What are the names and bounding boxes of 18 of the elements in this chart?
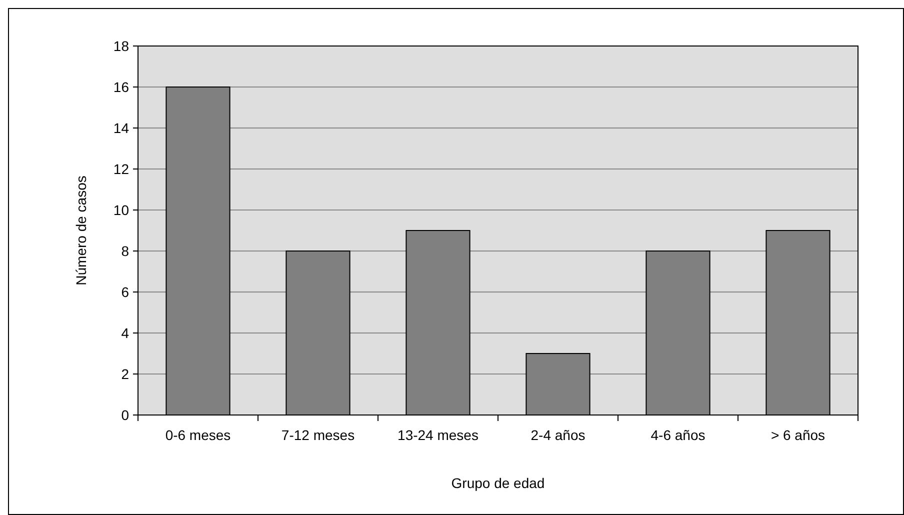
x-tick-label: 7-12 meses: [281, 427, 355, 443]
y-tick-label: 18: [113, 38, 130, 54]
y-tick-label: 0: [121, 406, 130, 423]
y-tick-label: 4: [121, 324, 130, 341]
y-tick-label: 10: [113, 202, 130, 218]
y-tick-label: 2: [121, 366, 130, 382]
x-axis-title: Grupo de edad: [451, 475, 545, 491]
x-tick-label: 0-6 meses: [165, 427, 231, 443]
x-tick-label: > 6 años: [770, 427, 826, 443]
y-tick-label: 6: [121, 284, 130, 300]
x-tick-label: 13-24 meses: [398, 427, 478, 443]
y-tick-label: 12: [113, 160, 130, 177]
y-axis-title: Número de casos: [73, 176, 89, 286]
x-tick-label: 2-4 años: [530, 427, 586, 443]
y-tick-label: 16: [113, 78, 130, 95]
y-tick-label: 8: [121, 242, 130, 259]
x-tick-label: 4-6 años: [650, 427, 706, 443]
y-tick-label: 14: [113, 120, 130, 136]
